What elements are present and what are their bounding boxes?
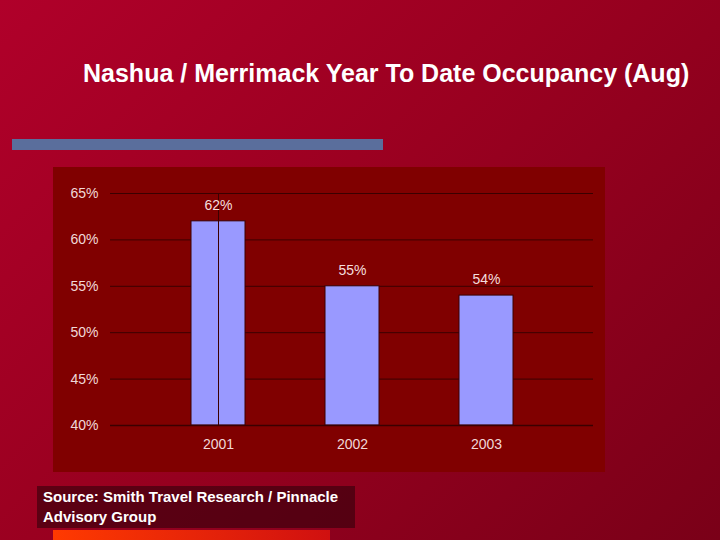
svg-text:40%: 40% xyxy=(70,417,98,433)
svg-text:55%: 55% xyxy=(70,278,98,294)
svg-text:62%: 62% xyxy=(204,197,232,213)
html-text:Nashua / Merrimack Year To Dat: Nashua / Merrimack Year To Date Occupanc… xyxy=(83,59,690,87)
svg-text:2003: 2003 xyxy=(471,436,502,452)
svg-text:60%: 60% xyxy=(70,231,98,247)
html-text:Source: Smith Travel Research: Source: Smith Travel Research / Pinnacle… xyxy=(43,488,339,525)
svg-text:2001: 2001 xyxy=(203,436,234,452)
svg-text:45%: 45% xyxy=(70,371,98,387)
svg-text:55%: 55% xyxy=(338,262,366,278)
svg-text:2002: 2002 xyxy=(337,436,368,452)
svg-text:50%: 50% xyxy=(70,324,98,340)
svg-text:65%: 65% xyxy=(70,185,98,201)
svg-text:54%: 54% xyxy=(472,271,500,287)
